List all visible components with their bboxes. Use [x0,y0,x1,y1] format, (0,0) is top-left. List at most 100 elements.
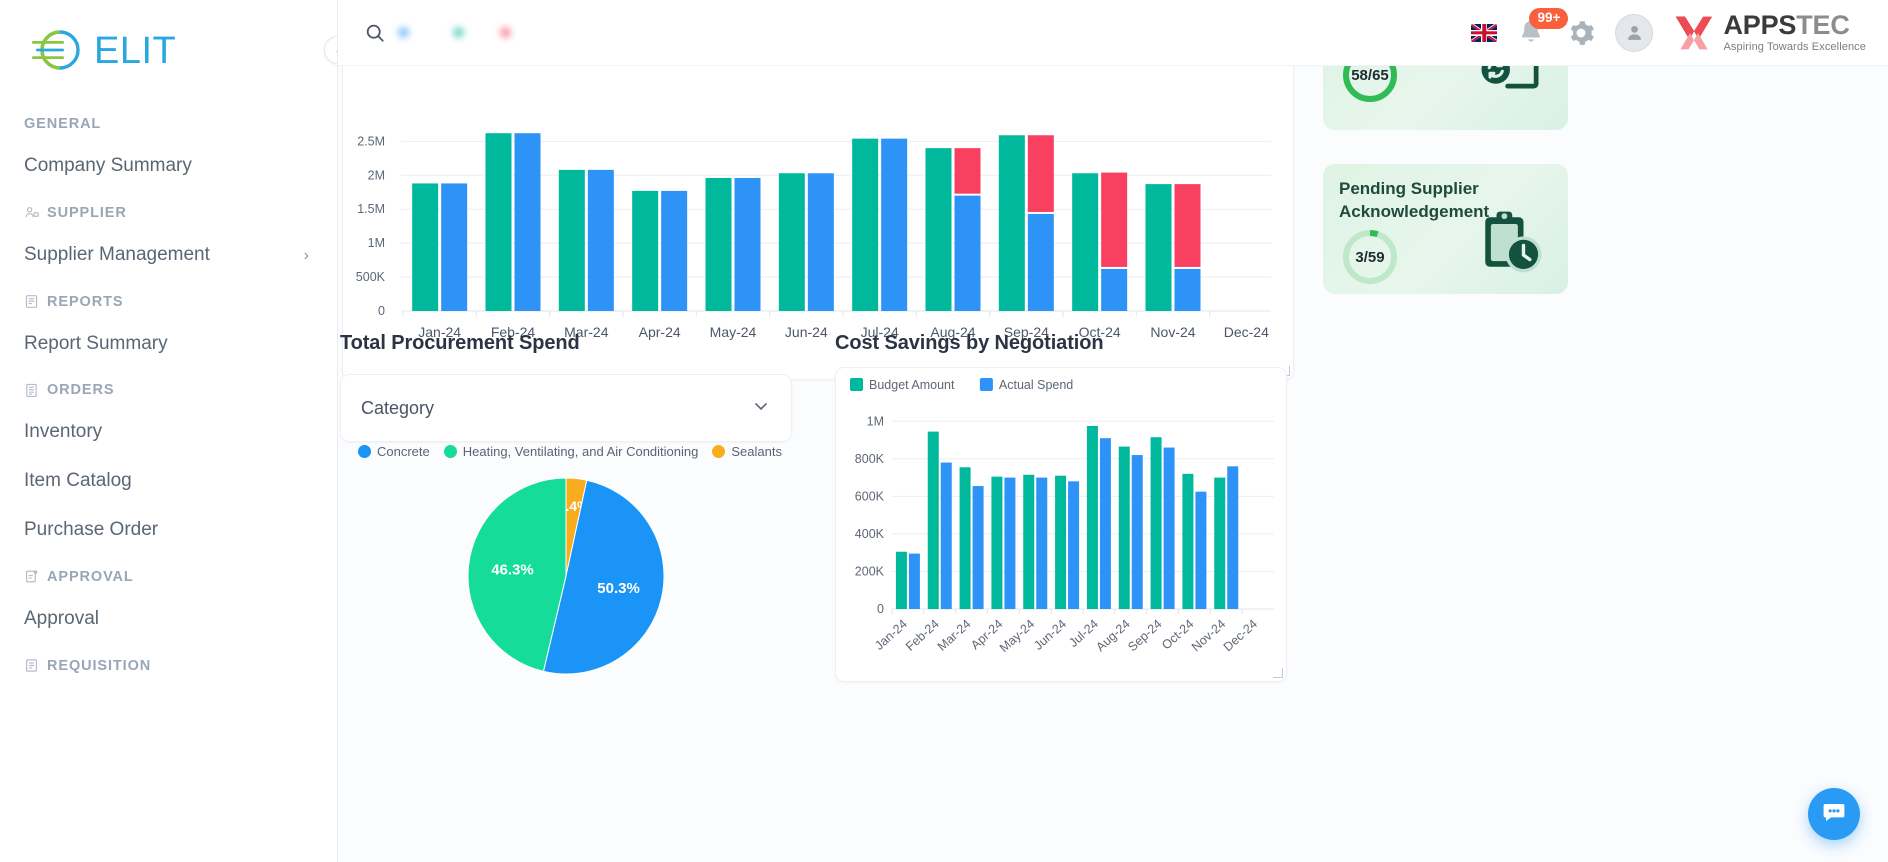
uk-flag-icon[interactable] [1471,23,1498,42]
card-resize-handle[interactable] [1273,668,1283,678]
filter-chip[interactable] [398,25,437,40]
notification-bell-icon[interactable]: 99+ [1517,7,1569,48]
search-input[interactable] [358,16,392,50]
svg-text:Nov-24: Nov-24 [1189,617,1228,654]
sidebar-item-approval[interactable]: Approval [0,595,337,644]
svg-text:200K: 200K [855,564,885,578]
kpi-progress-ring: 3/59 [1339,226,1401,288]
sidebar-group-requisition: REQUISITION [0,644,337,684]
legend-label: Heating, Ventilating, and Air Conditioni… [462,444,699,459]
appstec-mark-icon [1676,16,1713,49]
svg-text:Dec-24: Dec-24 [1221,617,1260,654]
svg-text:Budget Amount: Budget Amount [869,378,955,392]
notification-badge: 99+ [1529,7,1569,29]
svg-text:800K: 800K [855,452,885,466]
sidebar-item-label: Report Summary [24,332,168,354]
sidebar-group-label: SUPPLIER [47,204,127,221]
svg-text:Jan-24: Jan-24 [418,324,461,340]
svg-text:Apr-24: Apr-24 [639,324,681,340]
legend-label: Sealants [731,444,782,459]
sidebar-group-approval: APPROVAL [0,555,337,595]
dashboard-canvas: 0 500K 1M 1.5M 2M 2.5M Jan-24 Feb-24 Mar-24 Apr-2… [338,0,1888,862]
cost-savings-section: Cost Savings by Negotiation [835,332,1295,355]
legend-swatch [712,445,726,458]
svg-text:Jun-24: Jun-24 [1031,617,1069,653]
sidebar-item-supplier-management[interactable]: Supplier Management › [0,231,337,280]
pie-legend-item[interactable]: Sealants [712,444,782,459]
kpi-value: 3/59 [1355,249,1384,266]
chat-support-button[interactable] [1808,788,1860,840]
pie-legend-item[interactable]: Heating, Ventilating, and Air Conditioni… [443,444,699,459]
sidebar-item-label: Supplier Management [24,243,210,265]
svg-text:Aug-24: Aug-24 [930,324,975,340]
svg-text:Jan-24: Jan-24 [872,617,910,653]
pie-legend-item[interactable]: Concrete [358,444,430,459]
svg-text:Aug-24: Aug-24 [1093,617,1132,654]
kpi-value: 58/65 [1351,67,1389,84]
category-select-value: Category [361,397,435,418]
svg-text:Feb-24: Feb-24 [903,617,942,654]
sidebar-group-reports: REPORTS [0,280,337,320]
svg-text:0: 0 [378,304,385,318]
sidebar-item-item-catalog[interactable]: Item Catalog [0,457,337,506]
sidebar-group-label: REQUISITION [47,657,152,674]
legend-swatch [358,445,371,458]
sidebar-item-label: Approval [24,607,99,629]
user-avatar-icon[interactable] [1615,13,1654,52]
sidebar-item-label: Inventory [24,421,103,443]
appstec-logo: APPSTEC Aspiring Towards Excellence [1673,12,1866,53]
pie-legend: Concrete Heating, Ventilating, and Air Co… [358,444,788,459]
category-select[interactable]: Category [340,374,792,442]
approval-icon [24,569,39,584]
sidebar-item-inventory[interactable]: Inventory [0,408,337,457]
svg-text:46.3%: 46.3% [491,562,534,579]
svg-text:1.5M: 1.5M [357,202,385,216]
svg-text:1M: 1M [867,414,884,428]
sidebar-item-company-summary[interactable]: Company Summary [0,142,337,191]
cost-savings-chart-card: Budget Amount Actual Spend 0 200K 400K 600K 80… [835,367,1287,682]
svg-text:0: 0 [877,602,884,616]
svg-text:May-24: May-24 [997,617,1037,655]
chevron-left-icon: ‹ [336,43,337,58]
svg-text:Sep-24: Sep-24 [1125,617,1164,654]
requisition-icon [24,658,39,673]
legend-swatch [443,445,457,458]
svg-text:Mar-24: Mar-24 [935,617,974,654]
page-title-cost-savings: Cost Savings by Negotiation [835,332,1104,354]
filter-chip[interactable] [452,25,484,40]
procurement-spend-pie[interactable]: 3.4%50.3%46.3% [340,464,792,682]
svg-text:400K: 400K [855,527,885,541]
sidebar-group-orders: ORDERS [0,368,337,408]
appstec-tagline: Aspiring Towards Excellence [1723,41,1866,53]
main-area: 99+ [338,0,1888,862]
filter-chip[interactable] [500,25,535,40]
svg-text:Actual Spend: Actual Spend [999,378,1073,392]
filter-chips-blurred[interactable] [398,25,535,40]
svg-text:Dec-24: Dec-24 [1224,324,1269,340]
orders-icon [24,383,39,398]
chevron-down-icon [751,396,771,421]
report-icon [24,294,39,309]
logo-text: ELIT [94,30,177,72]
svg-text:Jul-24: Jul-24 [861,324,899,340]
sidebar-item-purchase-order[interactable]: Purchase Order [0,506,337,555]
supplier-icon [24,205,39,220]
svg-text:Mar-24: Mar-24 [564,324,609,340]
svg-text:2M: 2M [368,168,385,182]
settings-gear-icon[interactable] [1567,19,1595,47]
sidebar-group-label: REPORTS [47,293,124,310]
kpi-card-pending-supplier-acknowledgement[interactable]: Pending Supplier Acknowledgement 3/59 [1323,164,1568,294]
clipboard-clock-icon [1474,206,1546,283]
svg-text:Oct-24: Oct-24 [1079,324,1121,340]
sidebar-group-supplier: SUPPLIER [0,191,337,231]
sidebar-nav: GENERAL Company Summary SUPPLIER Supplie… [0,90,337,684]
budget-vs-actual-chart[interactable]: 0 500K 1M 1.5M 2M 2.5M Jan-24 Feb-24 Mar-24 Apr-2… [343,1,1295,381]
appstec-wordmark: APPSTEC [1723,10,1850,40]
sidebar-item-label: Purchase Order [24,518,159,540]
chat-bubble-icon [1821,799,1847,830]
app-logo[interactable]: ELIT [0,0,337,90]
sidebar-item-report-summary[interactable]: Report Summary [0,320,337,369]
total-procurement-spend-section: Total Procurement Spend [340,332,792,355]
cost-savings-chart[interactable]: Budget Amount Actual Spend 0 200K 400K 600K 80… [836,368,1288,683]
